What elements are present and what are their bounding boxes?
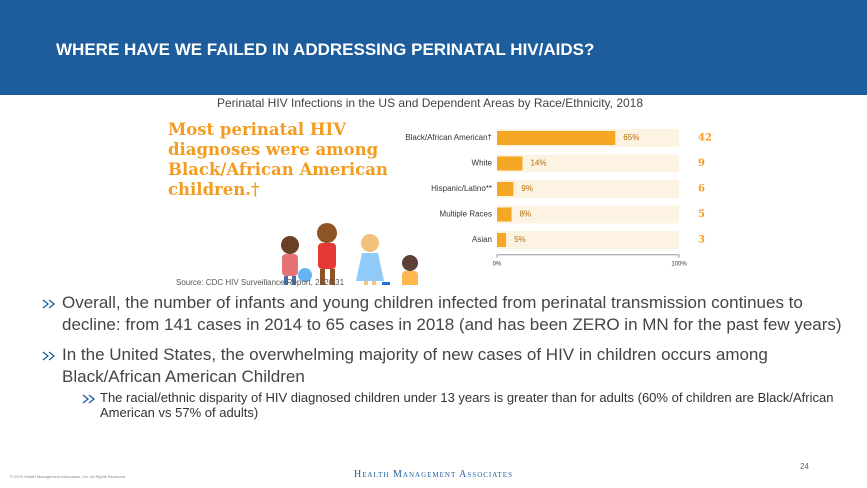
category-label: White [472, 159, 493, 168]
header: WHERE HAVE WE FAILED IN ADDRESSING PERIN… [0, 0, 867, 95]
chart-title: Perinatal HIV Infections in the US and D… [217, 96, 643, 110]
slide: WHERE HAVE WE FAILED IN ADDRESSING PERIN… [0, 0, 867, 488]
count-label: 42 [698, 133, 712, 144]
category-label: Hispanic/Latino** [431, 184, 492, 193]
sub-bullet-text: The racial/ethnic disparity of HIV diagn… [100, 390, 833, 420]
value-label: 9% [521, 184, 533, 193]
count-label: 5 [698, 209, 705, 220]
count-label: 6 [698, 184, 705, 195]
bar [497, 208, 512, 222]
bullet: In the United States, the overwhelming m… [42, 344, 842, 420]
value-label: 14% [530, 159, 546, 168]
x-tick-label: 0% [493, 261, 502, 267]
bullet-text: Overall, the number of infants and young… [62, 293, 842, 334]
count-label: 9 [698, 158, 705, 169]
bar [497, 182, 513, 196]
bar [497, 233, 506, 247]
bullet-text: In the United States, the overwhelming m… [62, 345, 768, 386]
x-tick-label: 100% [671, 261, 687, 267]
category-label: Asian [472, 235, 492, 244]
bullet: Overall, the number of infants and young… [42, 292, 842, 336]
value-label: 65% [623, 133, 639, 142]
bullet-marker [82, 394, 96, 404]
bar [497, 131, 615, 145]
sub-bullet: The racial/ethnic disparity of HIV diagn… [82, 390, 842, 420]
page-number: 24 [800, 462, 809, 471]
callout: Most perinatal HIV diagnoses were among … [168, 120, 398, 200]
bullet-marker [42, 299, 56, 309]
value-label: 5% [514, 235, 526, 244]
chart: Perinatal HIV Infections in the US and D… [0, 95, 867, 285]
category-label: Black/African American† [405, 133, 492, 142]
bar [497, 157, 522, 171]
row-background [497, 155, 679, 173]
illustration [281, 223, 418, 285]
source: Source: CDC HIV Surveillance Report, 202… [176, 278, 344, 287]
brand: Health Management Associates [0, 469, 867, 480]
bullet-list: Overall, the number of infants and young… [42, 292, 842, 428]
bullet-marker [42, 351, 56, 361]
slide-title: WHERE HAVE WE FAILED IN ADDRESSING PERIN… [56, 40, 594, 60]
value-label: 8% [520, 210, 532, 219]
category-label: Multiple Races [440, 210, 492, 219]
count-label: 3 [698, 235, 705, 246]
